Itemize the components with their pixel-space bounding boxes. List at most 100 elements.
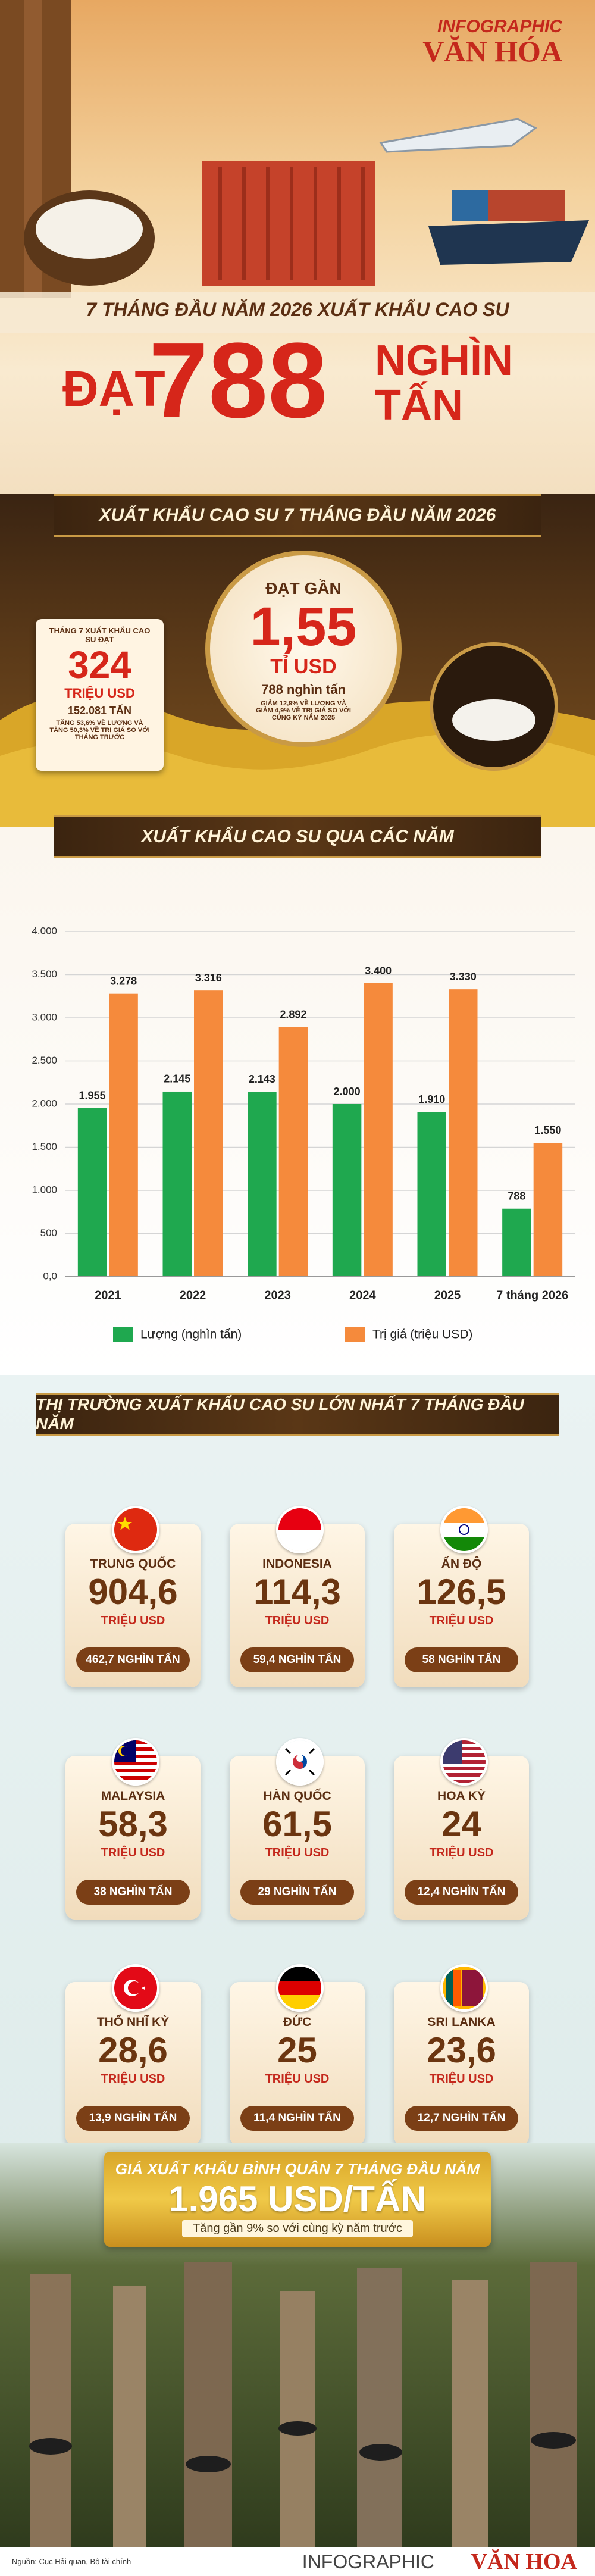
july-value: 324	[68, 643, 131, 686]
title-unit: NGHÌN	[375, 337, 513, 384]
x-tick-label: 2025	[434, 1289, 461, 1302]
july-note: TĂNG 53,6% VỀ LƯỢNG VÀ TĂNG 50,3% VỀ TRỊ…	[49, 720, 150, 741]
market-value: 904,6	[88, 1572, 178, 1612]
y-tick-label: 0,0	[43, 1270, 57, 1281]
y-tick-label: 500	[40, 1227, 57, 1239]
total-circle: ĐẠT GẦN 1,55 TỈ USD 788 nghìn tấn GIẢM 1…	[205, 551, 402, 747]
y-tick-label: 3.000	[32, 1011, 57, 1023]
market-value: 25	[277, 2030, 317, 2070]
market-unit: TRIỆU USD	[101, 1846, 165, 1859]
value-label: 1.910	[418, 1093, 445, 1105]
latex	[452, 699, 536, 741]
bar	[364, 983, 393, 1277]
flag-art	[443, 1508, 486, 1551]
market-card: HÀN QUỐC 61,5 TRIỆU USD 29 NGHÌN TẤN	[230, 1738, 365, 1920]
flag-art	[443, 1740, 486, 1783]
market-name: ẤN ĐỘ	[441, 1557, 482, 1571]
legend-swatch	[113, 1327, 133, 1342]
title-number: 788	[149, 321, 328, 440]
total-volume: 788 nghìn tấn	[261, 682, 346, 697]
chart: 0,0 500 1.000 1.500 2.000 2.500 3.000 3.500 4.00…	[32, 925, 575, 1342]
tree	[30, 2274, 71, 2553]
y-tick-label: 3.500	[32, 968, 57, 980]
y-tick-label: 2.500	[32, 1055, 57, 1066]
x-tick-label: 7 tháng 2026	[496, 1289, 568, 1302]
tree	[452, 2280, 488, 2553]
bar	[194, 990, 223, 1277]
market-card: TRUNG QUỐC 904,6 TRIỆU USD 462,7 NGHÌN TẤN	[65, 1506, 201, 1687]
plane	[379, 118, 537, 153]
market-name: MALAYSIA	[101, 1789, 165, 1803]
title-unit: TẤN	[375, 382, 463, 429]
value-label: 2.145	[164, 1073, 190, 1085]
market-unit: TRIỆU USD	[429, 1846, 494, 1859]
tree	[530, 2262, 577, 2553]
flag-art	[114, 1740, 157, 1783]
market-unit: TRIỆU USD	[101, 2072, 165, 2086]
y-tick-label: 1.000	[32, 1184, 57, 1195]
container	[202, 161, 375, 286]
value-label: 3.400	[365, 965, 392, 977]
bar	[77, 1108, 107, 1277]
flag-art	[114, 1508, 157, 1551]
flag	[112, 1964, 159, 2012]
market-card: THỔ NHĨ KỲ 28,6 TRIỆU USD 13,9 NGHÌN TẤN	[65, 1964, 201, 2146]
footer-logo-bottom: VĂN HOA	[471, 2549, 577, 2574]
market-volume: 11,4 NGHÌN TẤN	[240, 2106, 354, 2131]
market-value: 61,5	[262, 1804, 332, 1844]
title-verb: ĐẠT	[62, 361, 165, 417]
price-note: Tăng gần 9% so với cùng kỳ năm trước	[182, 2220, 413, 2237]
logo-top: INFOGRAPHIC	[437, 17, 562, 36]
total-value: 1,55	[250, 596, 357, 657]
market-volume: 58 NGHÌN TẤN	[405, 1647, 518, 1672]
markets-title: THỊ TRƯỜNG XUẤT KHẨU CAO SU LỚN NHẤT 7 T…	[36, 1393, 559, 1436]
market-name: TRUNG QUỐC	[90, 1557, 176, 1571]
flag	[276, 1506, 324, 1553]
flag-art	[114, 1967, 157, 2009]
logo-bottom: VĂN HÓA	[422, 35, 562, 68]
market-unit: TRIỆU USD	[101, 1614, 165, 1627]
total-label: ĐẠT GẦN	[265, 579, 342, 598]
y-tick-label: 4.000	[32, 925, 57, 936]
market-card: INDONESIA 114,3 TRIỆU USD 59,4 NGHÌN TẤN	[230, 1506, 365, 1687]
market-unit: TRIỆU USD	[265, 1846, 330, 1859]
total-note: GIẢM 12,9% VỀ LƯỢNG VÀ GIẢM 4,9% VỀ TRỊ …	[256, 700, 351, 721]
market-volume: 12,7 NGHÌN TẤN	[405, 2106, 518, 2131]
market-value: 126,5	[416, 1572, 506, 1612]
total-unit: TỈ USD	[270, 655, 337, 678]
bar	[502, 1208, 531, 1277]
bar	[449, 989, 478, 1277]
subtitle-band	[0, 292, 595, 333]
bar	[533, 1143, 563, 1277]
ship	[428, 220, 589, 265]
market-value: 24	[441, 1804, 481, 1844]
market-card: ĐỨC 25 TRIỆU USD 11,4 NGHÌN TẤN	[230, 1964, 365, 2146]
value-label: 3.278	[110, 975, 137, 987]
market-volume: 38 NGHÌN TẤN	[76, 1880, 190, 1905]
bar	[248, 1092, 277, 1277]
market-volume: 59,4 NGHÌN TẤN	[240, 1647, 354, 1672]
market-value: 23,6	[427, 2030, 496, 2070]
flag-art	[278, 1508, 321, 1551]
market-value: 58,3	[98, 1804, 168, 1844]
market-value: 114,3	[253, 1572, 341, 1612]
market-volume: 12,4 NGHÌN TẤN	[405, 1880, 518, 1905]
x-tick-label: 2024	[349, 1289, 376, 1302]
bar	[417, 1112, 446, 1277]
value-label: 1.955	[79, 1089, 106, 1101]
market-unit: TRIỆU USD	[429, 2072, 494, 2086]
legend-label: Lượng (nghìn tấn)	[140, 1328, 242, 1342]
forest	[29, 2262, 577, 2553]
flag	[276, 1738, 324, 1786]
market-card: HOA KỲ 24 TRIỆU USD 12,4 NGHÌN TẤN	[394, 1738, 529, 1920]
market-volume: 462,7 NGHÌN TẤN	[76, 1647, 190, 1672]
value-label: 3.316	[195, 972, 222, 984]
market-unit: TRIỆU USD	[265, 1614, 330, 1627]
flag-art	[278, 1967, 321, 2009]
market-unit: TRIỆU USD	[265, 2072, 330, 2086]
tree	[357, 2268, 402, 2553]
y-tick-label: 2.000	[32, 1098, 57, 1109]
x-tick-label: 2022	[180, 1289, 206, 1302]
value-label: 3.330	[450, 971, 477, 983]
